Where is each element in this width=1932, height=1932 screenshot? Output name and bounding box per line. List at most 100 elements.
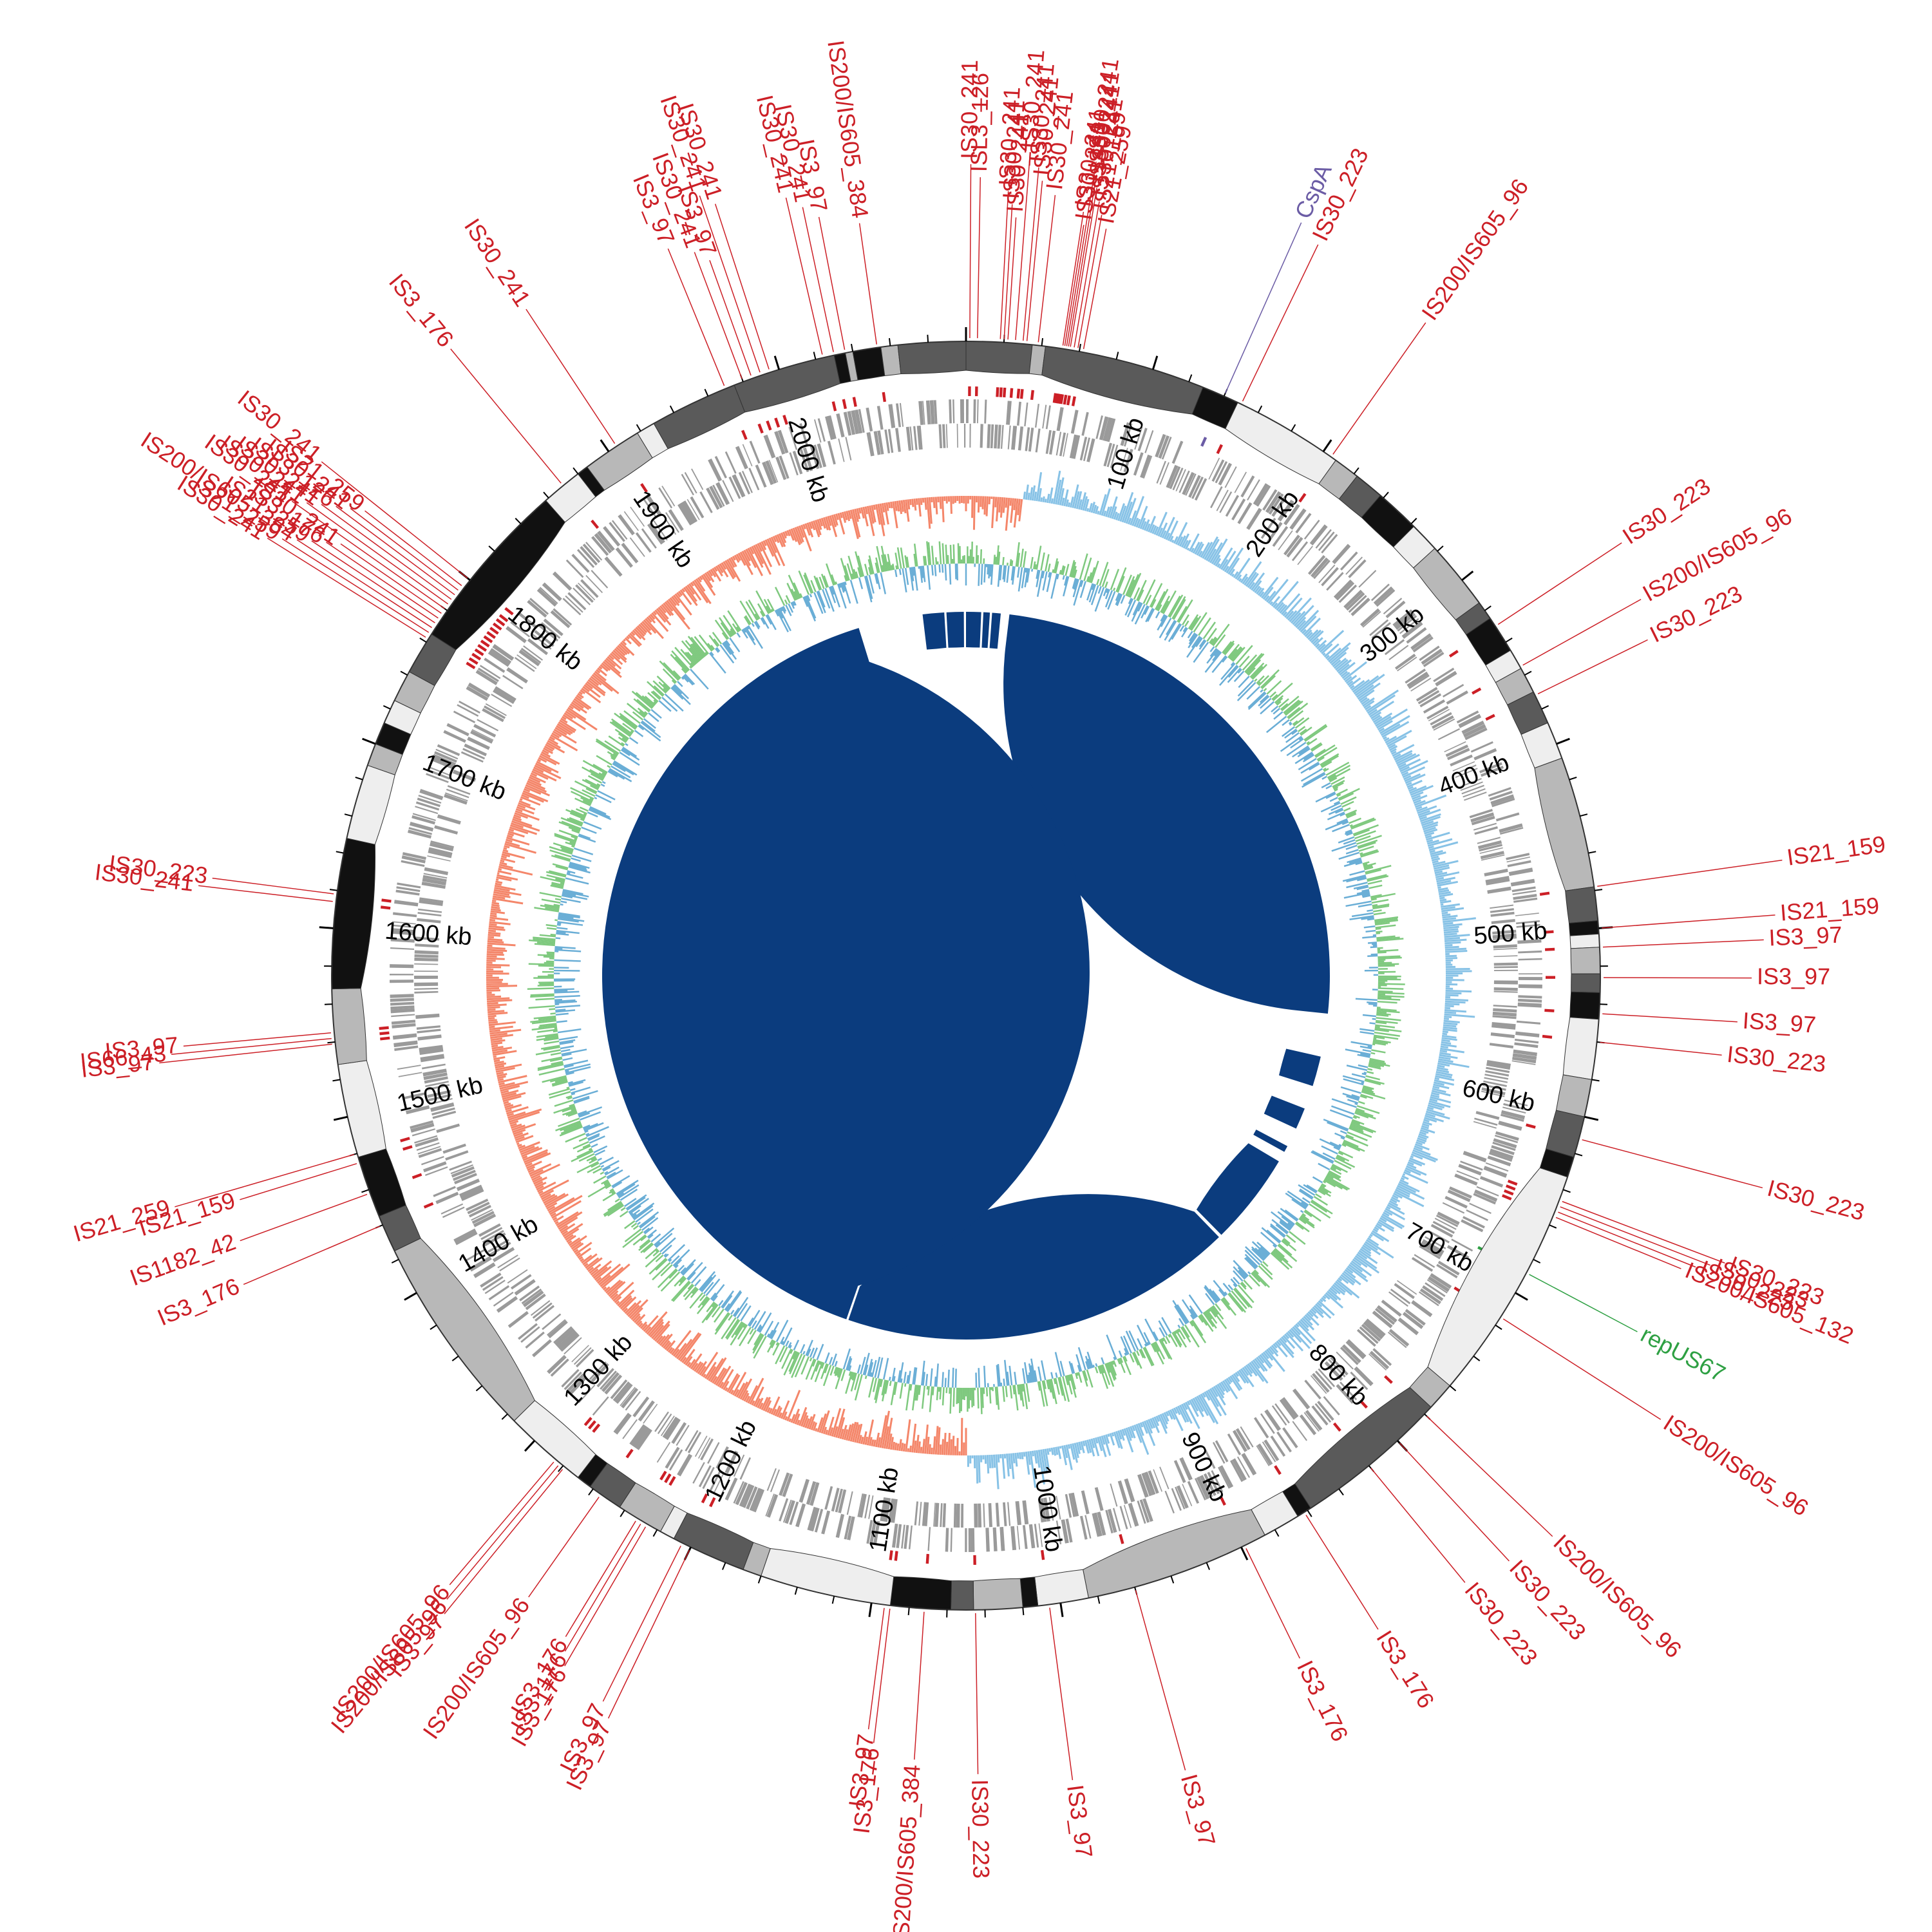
gc-skew-bar — [502, 1092, 526, 1101]
gc-skew-bar — [1331, 652, 1347, 666]
gc-skew-bar — [1159, 522, 1168, 538]
gc-skew-bar — [723, 1381, 730, 1390]
cds-feature — [965, 1528, 967, 1552]
gc-content-bar — [546, 951, 555, 954]
gc-content-bar — [569, 1081, 584, 1087]
gc-content-bar — [1068, 1361, 1074, 1374]
gc-content-bar — [1370, 953, 1378, 956]
gc-skew-bar — [753, 545, 764, 565]
label-leader-line — [1224, 222, 1302, 393]
gc-skew-bar — [1425, 1112, 1436, 1118]
gc-content-bar — [1376, 1009, 1400, 1014]
cds-feature — [467, 736, 490, 750]
cds-feature — [523, 645, 544, 661]
gc-skew-bar — [1132, 1425, 1136, 1432]
gc-content-bar — [791, 589, 798, 601]
cds-feature — [1011, 426, 1018, 450]
gc-skew-bar — [648, 1318, 664, 1336]
cds-feature — [1493, 987, 1518, 991]
gc-content-bar — [1158, 1320, 1168, 1336]
gc-content-bar — [726, 1291, 743, 1312]
gc-content-bar — [1050, 1372, 1054, 1379]
cds-feature — [1371, 621, 1391, 639]
gc-content-bar — [1323, 1179, 1336, 1188]
gc-content-bar — [1254, 678, 1258, 682]
gc-content-bar — [614, 712, 636, 730]
gc-skew-bar — [1229, 1375, 1241, 1391]
cds-feature — [1500, 1113, 1524, 1122]
gc-content-bar — [876, 1357, 884, 1379]
gc-content-bar — [874, 1356, 881, 1378]
label-leader-line — [1555, 1217, 1681, 1269]
gc-content-bar — [1261, 675, 1276, 690]
gc-content-bar — [1231, 647, 1243, 661]
gc-skew-bar — [1438, 1058, 1454, 1063]
gc-skew-bar — [1252, 1359, 1260, 1369]
gc-content-bar — [820, 1362, 825, 1369]
gc-content-bar — [731, 1321, 743, 1338]
cds-feature — [1056, 1520, 1062, 1545]
gc-skew-bar — [1428, 1100, 1451, 1108]
gc-content-bar — [1104, 1363, 1115, 1387]
gc-content-bar — [1329, 1109, 1353, 1119]
gc-content-bar — [1346, 876, 1367, 883]
gc-content-bar — [619, 752, 640, 766]
gc-content-bar — [1101, 1364, 1111, 1385]
gc-skew-bar — [1390, 748, 1397, 753]
cds-feature — [580, 579, 599, 598]
gc-skew-bar — [1014, 1452, 1018, 1467]
label-leader-line — [296, 539, 432, 629]
gc-content-bar — [603, 1202, 623, 1216]
gc-skew-bar — [538, 1190, 544, 1195]
gc-content-bar — [922, 565, 926, 582]
gc-skew-bar — [1441, 1041, 1452, 1045]
gc-content-bar — [783, 1350, 796, 1376]
gc-skew-bar — [1436, 1066, 1448, 1071]
cds-feature — [565, 595, 583, 613]
axis-tick — [1115, 352, 1119, 360]
gc-content-bar — [685, 652, 697, 665]
gc-skew-bar — [768, 1408, 773, 1414]
gc-skew-bar — [1027, 1451, 1031, 1465]
cds-feature — [390, 964, 414, 969]
axis-tick — [831, 1596, 835, 1604]
gc-skew-bar — [513, 1132, 524, 1137]
gc-content-bar — [872, 1378, 878, 1392]
cds-feature — [974, 1503, 978, 1528]
cds-feature — [442, 1206, 465, 1218]
gc-content-bar — [1220, 663, 1236, 680]
gc-content-bar — [1212, 1305, 1224, 1320]
gc-content-bar — [630, 1222, 638, 1228]
gc-skew-bar — [1435, 1075, 1455, 1081]
gc-content-bar — [1244, 1257, 1256, 1270]
cds-feature — [1430, 1224, 1454, 1238]
gc-content-bar — [582, 1143, 591, 1149]
gc-content-bar — [822, 589, 831, 609]
gc-content-bar — [553, 904, 560, 907]
cds-feature — [440, 1203, 464, 1215]
cds-feature — [660, 1416, 675, 1436]
gc-content-bar — [1350, 1041, 1372, 1046]
label-leader-line — [818, 216, 846, 350]
gc-content-bar — [626, 703, 645, 719]
gc-skew-bar — [1070, 1443, 1075, 1460]
cds-feature — [1444, 741, 1466, 753]
gc-skew-bar — [728, 558, 735, 568]
cds-feature — [1070, 410, 1079, 434]
gc-content-bar — [569, 863, 587, 870]
gc-content-bar — [1375, 1024, 1396, 1028]
cds-feature — [779, 1472, 790, 1496]
gc-skew-bar — [755, 1398, 761, 1408]
blast-hit-arc — [922, 612, 947, 650]
gc-content-bar — [1206, 628, 1217, 642]
gc-content-bar — [1036, 570, 1041, 587]
gc-skew-bar — [1206, 538, 1220, 562]
gc-skew-bar — [1074, 1443, 1079, 1459]
gc-content-bar — [690, 636, 707, 657]
gc-content-bar — [1340, 796, 1357, 805]
gc-skew-bar — [761, 541, 767, 551]
gc-content-bar — [1354, 1112, 1369, 1119]
gc-content-bar — [569, 1088, 576, 1092]
gc-skew-bar — [1332, 659, 1341, 668]
cds-feature — [1485, 1070, 1510, 1077]
